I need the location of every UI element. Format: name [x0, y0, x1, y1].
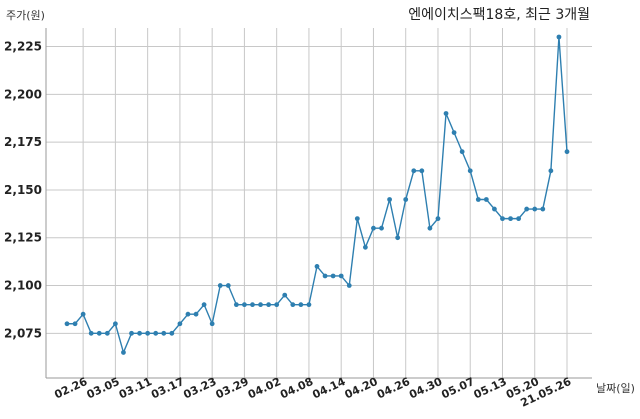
data-point [483, 197, 489, 202]
data-point [411, 168, 417, 174]
data-point [258, 302, 263, 308]
x-tick-label: 03.17 [149, 375, 186, 401]
data-point [403, 197, 409, 202]
data-point [177, 321, 183, 327]
data-point [346, 283, 352, 288]
data-point [548, 168, 554, 174]
data-point [169, 330, 175, 336]
data-point [80, 311, 86, 317]
data-point [419, 168, 425, 174]
y-tick-label: 2,075 [4, 326, 42, 340]
y-axis-label: 주가(원) [6, 9, 45, 22]
x-axis-ticks: 02.2603.0503.1103.1703.2303.2904.0204.08… [52, 375, 573, 410]
data-point [540, 206, 546, 212]
x-tick-label: 04.26 [375, 375, 412, 402]
data-point [137, 330, 142, 336]
series-price [64, 34, 570, 355]
data-point [274, 302, 280, 308]
data-point [209, 321, 215, 327]
data-point [338, 273, 344, 279]
x-tick-label: 03.05 [85, 375, 122, 401]
data-point [443, 111, 449, 116]
data-point [242, 302, 247, 308]
data-point [524, 206, 530, 212]
axes [45, 28, 592, 379]
data-point [282, 292, 288, 298]
data-point [266, 302, 272, 308]
data-point [459, 149, 465, 155]
x-tick-label: 03.11 [117, 375, 154, 401]
data-point [153, 330, 159, 336]
x-tick-label: 04.30 [407, 375, 444, 402]
data-point [532, 206, 538, 212]
data-point [564, 149, 570, 155]
data-point [112, 321, 118, 327]
grid [46, 28, 592, 378]
data-point [233, 302, 239, 308]
y-tick-label: 2,200 [4, 87, 42, 101]
y-tick-label: 2,125 [4, 231, 42, 245]
data-point [64, 321, 70, 327]
x-tick-label: 02.26 [52, 375, 89, 402]
data-point [314, 264, 320, 269]
data-point [330, 273, 336, 279]
x-tick-label: 04.02 [246, 375, 283, 401]
data-point [96, 330, 102, 336]
data-point [427, 225, 433, 231]
data-point [161, 330, 167, 336]
data-point [362, 244, 368, 250]
data-point [306, 302, 312, 308]
data-point [354, 216, 360, 222]
data-point [508, 216, 513, 222]
y-axis-ticks: 2,075 2,100 2,125 2,150 2,175 2,200 2,225 [4, 40, 42, 341]
data-point [556, 34, 562, 40]
data-point [217, 283, 223, 288]
x-axis-label: 날짜(일) [596, 381, 635, 395]
chart-title: 엔에이치스팩18호, 최근 3개월 [408, 7, 590, 23]
data-point [298, 302, 304, 308]
data-point [516, 216, 522, 222]
data-point [193, 311, 199, 317]
x-tick-label: 04.14 [310, 375, 347, 402]
data-point [201, 302, 207, 308]
data-point [500, 216, 505, 222]
data-point [185, 311, 191, 317]
data-point [475, 197, 481, 202]
data-point [322, 273, 328, 279]
y-tick-label: 2,100 [4, 279, 42, 293]
x-tick-label: 05.13 [472, 375, 509, 401]
x-tick-label: 03.23 [181, 375, 218, 401]
y-tick-label: 2,175 [4, 135, 42, 149]
data-point [371, 225, 376, 231]
data-point [250, 302, 255, 308]
data-point [387, 197, 392, 202]
x-tick-label: 04.08 [278, 375, 315, 401]
data-point [467, 168, 473, 174]
data-point [451, 130, 457, 135]
data-point [290, 302, 296, 308]
data-point [72, 321, 78, 327]
data-point [88, 330, 94, 336]
data-point [129, 330, 134, 336]
series-line [67, 36, 568, 354]
data-point [492, 206, 497, 212]
x-tick-label: 03.29 [214, 375, 251, 401]
y-tick-label: 2,225 [4, 40, 42, 54]
data-point [104, 330, 110, 336]
data-point [145, 330, 151, 336]
y-tick-label: 2,150 [4, 183, 42, 197]
data-point [435, 216, 441, 222]
x-tick-label: 04.20 [343, 375, 380, 402]
x-tick-label: 05.07 [439, 375, 476, 401]
data-point [395, 235, 401, 241]
data-point [225, 283, 231, 288]
data-point [379, 225, 384, 231]
data-point [121, 350, 126, 355]
